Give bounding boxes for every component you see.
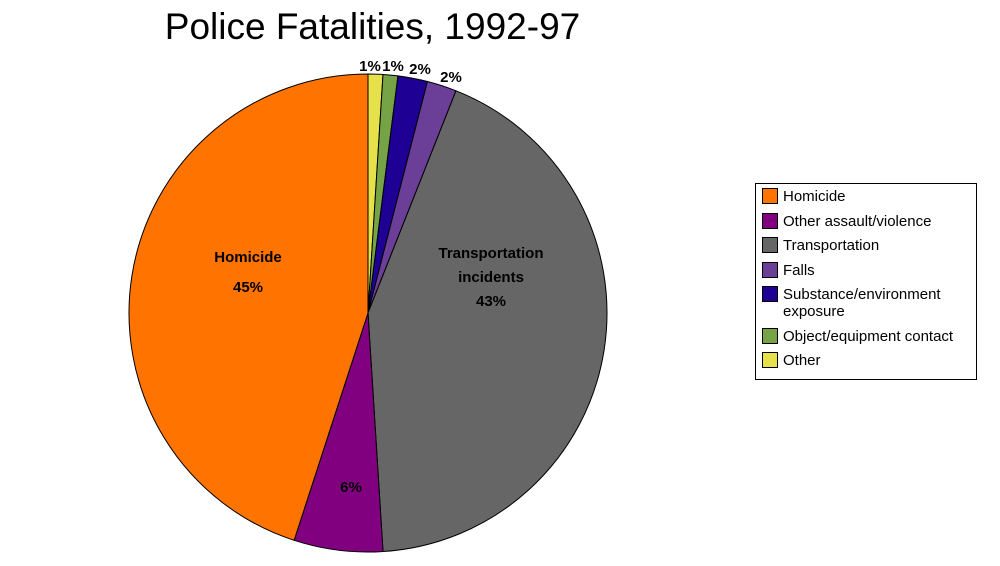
legend-item: Other [762,352,976,369]
legend-label: Homicide [783,188,846,205]
legend-label: Object/equipment contact [783,327,954,345]
legend: Homicide Other assault/violence Transporta… [755,183,977,380]
data-label: 2% [440,69,462,86]
legend-swatch [762,188,778,204]
legend-item: Falls [762,261,976,279]
data-label: Transportation [438,245,543,262]
data-label: 1% [359,58,381,75]
legend-label: Other assault/violence [783,212,932,230]
data-label: 6% [340,479,362,496]
legend-item: Object/equipment contact [762,327,976,345]
data-label: 1% [382,58,404,75]
data-label: 2% [409,61,431,78]
data-label: 43% [476,293,506,310]
legend-label: Other [783,352,821,369]
pie-slice-transportation [367,90,608,553]
legend-label: Falls [783,261,815,279]
legend-item: Substance/environment exposure [762,286,976,320]
chart-title: Police Fatalities, 1992-97 [164,6,581,47]
data-label: Homicide [214,249,282,266]
data-label: 45% [233,279,263,296]
legend-swatch [762,212,778,229]
legend-item: Homicide [762,188,976,205]
legend-swatch [762,352,778,368]
pie-chart: 1% 1% 2% 2% Transportation incidents 43% 6% Homi… [128,58,608,553]
legend-swatch [762,327,778,344]
data-label: incidents [458,269,524,286]
legend-swatch [762,261,778,278]
legend-item: Other assault/violence [762,212,976,230]
legend-label: Transportation [783,237,880,254]
pie-slice-homicide [128,73,369,541]
legend-item: Transportation [762,237,976,254]
legend-swatch [762,286,778,302]
legend-swatch [762,237,778,253]
legend-label: Substance/environment exposure [783,286,941,320]
